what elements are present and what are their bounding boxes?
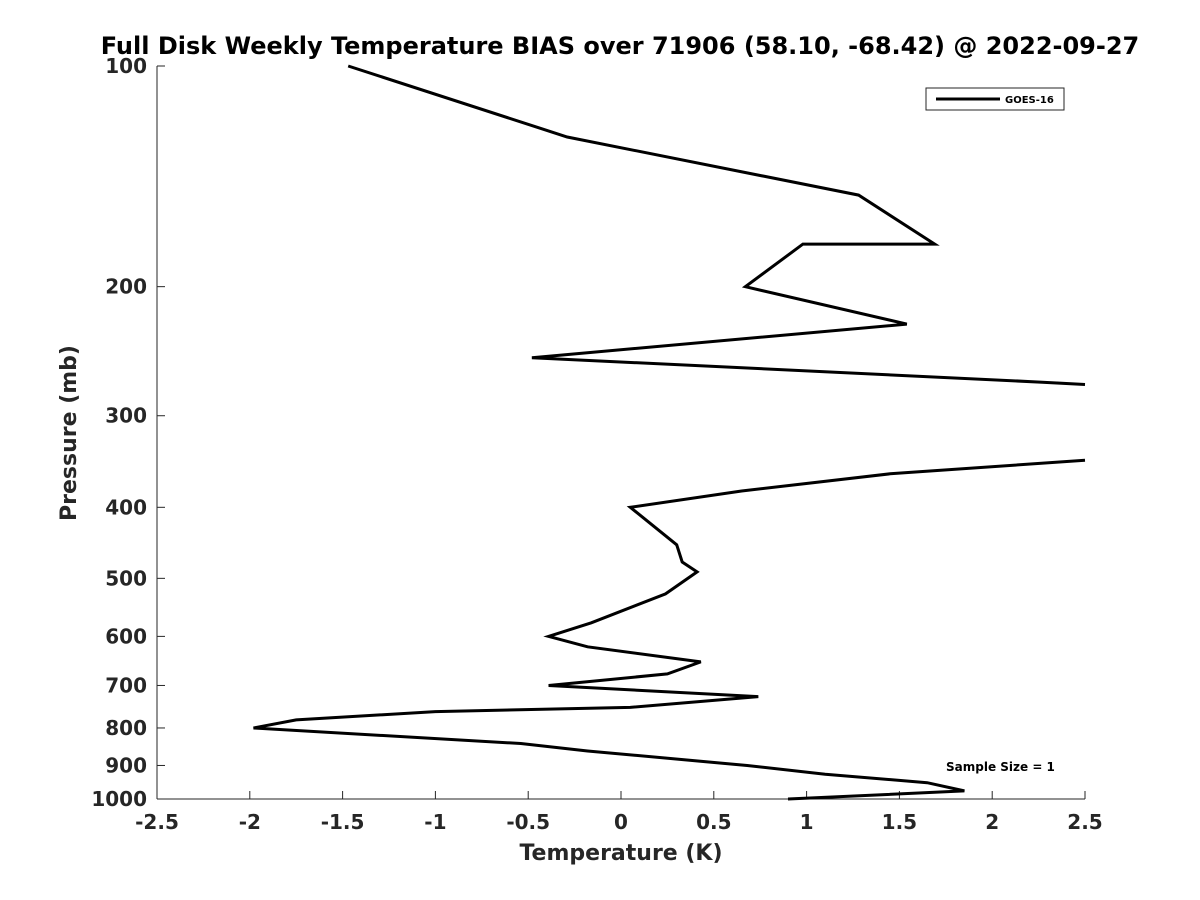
y-tick-label: 900: [105, 753, 147, 777]
chart-title: Full Disk Weekly Temperature BIAS over 7…: [101, 32, 1140, 60]
x-ticks: -2.5 -2 -1.5 -1 -0.5 0 0.5 1 1.5 2 2.5: [135, 791, 1103, 834]
x-tick-label: -1.5: [321, 810, 365, 834]
x-tick-label: 0.5: [696, 810, 731, 834]
legend-entry: GOES-16: [1005, 95, 1054, 106]
y-tick-label: 200: [105, 275, 147, 299]
x-tick-label: -1: [424, 810, 446, 834]
y-tick-label: 600: [105, 624, 147, 648]
x-tick-label: -2: [239, 810, 261, 834]
sample-size-annotation: Sample Size = 1: [946, 760, 1055, 774]
y-tick-label: 500: [105, 566, 147, 590]
y-tick-label: 400: [105, 495, 147, 519]
series-line-goes-16: [253, 458, 1086, 801]
y-axis-label: Pressure (mb): [57, 345, 82, 521]
x-tick-label: 1.5: [882, 810, 917, 834]
x-tick-label: 1: [800, 810, 814, 834]
x-tick-label: 0: [614, 810, 628, 834]
y-tick-label: 1000: [91, 787, 147, 811]
x-tick-label: -0.5: [506, 810, 550, 834]
x-axis-label: Temperature (K): [519, 841, 722, 866]
x-tick-label: 2: [985, 810, 999, 834]
series-group: [253, 64, 1086, 801]
y-tick-label: 300: [105, 404, 147, 428]
y-ticks: 100 200 300 400 500 600 700 800 900 1000: [91, 54, 165, 811]
y-tick-label: 100: [105, 54, 147, 78]
y-tick-label: 700: [105, 673, 147, 697]
legend: GOES-16: [925, 87, 1065, 111]
y-tick-label: 800: [105, 716, 147, 740]
series-line-goes-16: [347, 64, 1086, 386]
x-tick-label: -2.5: [135, 810, 179, 834]
x-tick-label: 2.5: [1067, 810, 1102, 834]
